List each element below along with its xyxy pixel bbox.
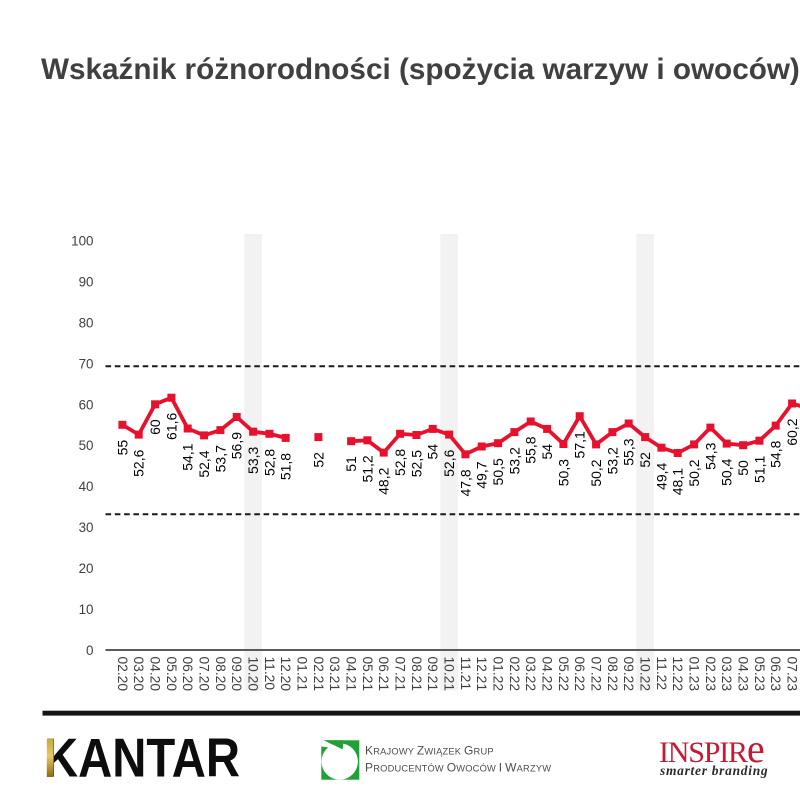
svg-text:12.22: 12.22 <box>670 657 685 692</box>
svg-text:50,2: 50,2 <box>686 459 702 486</box>
svg-text:smarter branding: smarter branding <box>659 763 768 778</box>
svg-text:80: 80 <box>79 315 94 330</box>
svg-text:02.23: 02.23 <box>703 657 718 692</box>
svg-text:50: 50 <box>735 460 751 476</box>
svg-text:05.23: 05.23 <box>752 657 767 692</box>
svg-text:51,8: 51,8 <box>278 453 294 480</box>
svg-text:49,7: 49,7 <box>474 461 490 488</box>
svg-text:51,2: 51,2 <box>359 455 375 482</box>
svg-text:54,8: 54,8 <box>768 440 784 467</box>
svg-text:02.21: 02.21 <box>311 657 326 692</box>
svg-text:06.20: 06.20 <box>180 657 195 692</box>
svg-text:53,3: 53,3 <box>245 446 261 473</box>
svg-text:03.22: 03.22 <box>523 657 538 692</box>
svg-text:05.21: 05.21 <box>360 657 375 692</box>
svg-text:52: 52 <box>637 452 653 468</box>
svg-text:10.22: 10.22 <box>638 657 653 692</box>
svg-text:07.21: 07.21 <box>393 657 408 692</box>
svg-text:54,1: 54,1 <box>180 443 196 470</box>
svg-text:55: 55 <box>114 440 130 456</box>
svg-text:52,6: 52,6 <box>441 449 457 476</box>
svg-text:57,1: 57,1 <box>572 431 588 458</box>
svg-text:52,8: 52,8 <box>261 449 277 476</box>
svg-text:06.23: 06.23 <box>768 657 783 692</box>
svg-text:09.20: 09.20 <box>229 657 244 692</box>
svg-text:03.21: 03.21 <box>327 657 342 692</box>
svg-text:54: 54 <box>539 444 555 460</box>
svg-text:48,2: 48,2 <box>376 467 392 494</box>
svg-text:52,8: 52,8 <box>392 449 408 476</box>
svg-text:03.23: 03.23 <box>719 657 734 692</box>
svg-text:55,8: 55,8 <box>523 436 539 463</box>
svg-text:54,3: 54,3 <box>702 442 718 469</box>
svg-text:06.21: 06.21 <box>376 657 391 692</box>
svg-text:04.20: 04.20 <box>148 657 163 692</box>
svg-text:50,2: 50,2 <box>588 459 604 486</box>
svg-text:61,6: 61,6 <box>163 412 179 439</box>
svg-text:09.22: 09.22 <box>621 657 636 692</box>
svg-text:12.21: 12.21 <box>474 657 489 692</box>
svg-text:0: 0 <box>86 643 93 658</box>
svg-text:04.23: 04.23 <box>736 657 751 692</box>
svg-text:50,4: 50,4 <box>719 458 735 485</box>
svg-text:PRODUCENTÓW OWOCÓW I WARZYW: PRODUCENTÓW OWOCÓW I WARZYW <box>365 761 551 775</box>
svg-text:01.22: 01.22 <box>491 657 506 692</box>
svg-text:12.20: 12.20 <box>278 657 293 692</box>
svg-text:49,4: 49,4 <box>653 462 669 489</box>
svg-text:20: 20 <box>79 561 94 576</box>
svg-text:52,6: 52,6 <box>131 449 147 476</box>
svg-text:05.20: 05.20 <box>164 657 179 692</box>
svg-text:100: 100 <box>71 234 93 249</box>
svg-text:Wskaźnik różnorodności (spożyc: Wskaźnik różnorodności (spożycia warzyw … <box>41 53 800 86</box>
svg-text:50,5: 50,5 <box>490 458 506 485</box>
svg-text:06.22: 06.22 <box>572 657 587 692</box>
svg-text:51,1: 51,1 <box>751 455 767 482</box>
svg-text:11.21: 11.21 <box>458 657 473 691</box>
svg-text:53,7: 53,7 <box>212 445 228 472</box>
svg-text:50,3: 50,3 <box>555 459 571 486</box>
svg-text:60: 60 <box>79 397 94 412</box>
svg-text:53,2: 53,2 <box>604 447 620 474</box>
svg-text:47,8: 47,8 <box>457 469 473 496</box>
svg-text:50: 50 <box>79 438 94 453</box>
svg-text:08.21: 08.21 <box>409 657 424 692</box>
svg-text:04.22: 04.22 <box>540 657 555 692</box>
svg-text:07.22: 07.22 <box>589 657 604 692</box>
svg-text:08.22: 08.22 <box>605 657 620 692</box>
svg-text:53,2: 53,2 <box>506 447 522 474</box>
svg-text:51: 51 <box>343 456 359 472</box>
svg-text:52: 52 <box>310 452 326 468</box>
svg-text:04.21: 04.21 <box>344 657 359 692</box>
svg-text:56,9: 56,9 <box>229 432 245 459</box>
svg-text:02.20: 02.20 <box>115 657 130 692</box>
svg-text:05.22: 05.22 <box>556 657 571 692</box>
svg-text:09.21: 09.21 <box>425 657 440 692</box>
svg-text:11.22: 11.22 <box>654 657 669 691</box>
svg-text:70: 70 <box>79 356 94 371</box>
svg-text:90: 90 <box>79 275 94 290</box>
svg-text:30: 30 <box>79 520 94 535</box>
svg-text:07.20: 07.20 <box>197 657 212 692</box>
svg-text:52,4: 52,4 <box>196 450 212 477</box>
svg-text:40: 40 <box>79 479 94 494</box>
svg-text:01.21: 01.21 <box>295 657 310 692</box>
svg-text:48,1: 48,1 <box>670 468 686 495</box>
svg-text:KANTAR: KANTAR <box>44 727 240 789</box>
svg-text:10: 10 <box>79 602 94 617</box>
svg-text:55,3: 55,3 <box>621 438 637 465</box>
svg-text:11.20: 11.20 <box>262 657 277 691</box>
svg-text:60: 60 <box>147 419 163 435</box>
svg-text:54: 54 <box>425 444 441 460</box>
svg-text:KRAJOWY ZWIĄZEK GRUP: KRAJOWY ZWIĄZEK GRUP <box>365 744 494 758</box>
svg-text:60,2: 60,2 <box>784 418 800 445</box>
svg-text:08.20: 08.20 <box>213 657 228 692</box>
svg-text:07.23: 07.23 <box>785 657 800 692</box>
svg-text:03.20: 03.20 <box>131 657 146 692</box>
svg-text:10.21: 10.21 <box>442 657 457 692</box>
svg-text:52,5: 52,5 <box>408 450 424 477</box>
svg-text:01.23: 01.23 <box>687 657 702 692</box>
svg-text:10.20: 10.20 <box>246 657 261 692</box>
svg-text:02.22: 02.22 <box>507 657 522 692</box>
